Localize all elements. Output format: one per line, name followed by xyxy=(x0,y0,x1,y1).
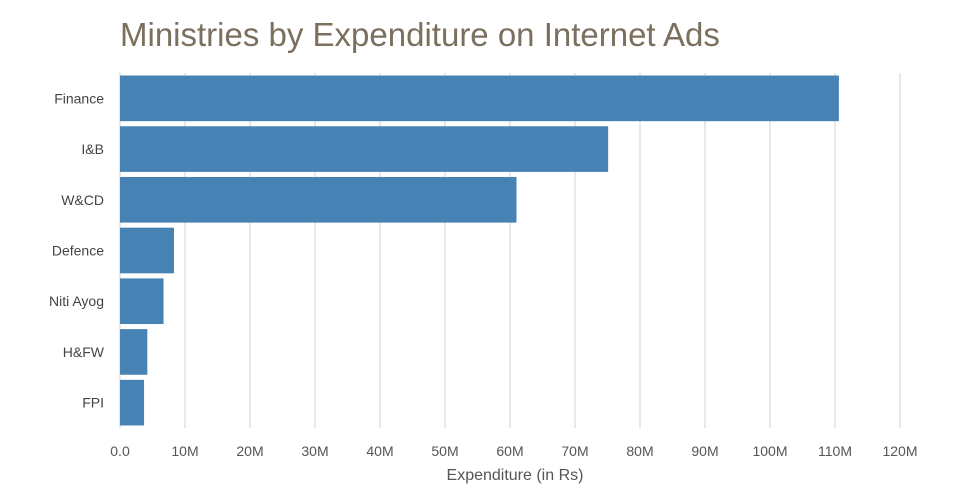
bar xyxy=(120,227,174,274)
x-tick-label: 90M xyxy=(691,443,718,459)
chart-title: Ministries by Expenditure on Internet Ad… xyxy=(120,16,720,53)
x-tick-label: 0.0 xyxy=(110,443,130,459)
x-tick-label: 80M xyxy=(626,443,653,459)
category-label: Finance xyxy=(54,90,104,106)
x-tick-label: 110M xyxy=(818,443,852,459)
x-tick-label: 60M xyxy=(496,443,523,459)
x-axis-title: Expenditure (in Rs) xyxy=(447,467,584,484)
category-labels: Finance I&B W&CD Defence Niti Ayog H&FW FPI xyxy=(49,90,105,410)
category-label: H&FW xyxy=(63,344,105,360)
x-tick-label: 120M xyxy=(882,443,917,459)
x-tick-label: 50M xyxy=(431,443,458,459)
bars xyxy=(120,75,839,426)
x-tick-label: 70M xyxy=(561,443,588,459)
category-label: FPI xyxy=(82,395,104,411)
bar xyxy=(120,278,164,325)
bar xyxy=(120,176,517,223)
x-tick-label: 30M xyxy=(301,443,328,459)
category-label: Defence xyxy=(52,243,104,259)
x-tick-labels: 0.0 10M 20M 30M 40M 50M 60M 70M 80M 90M 100M 110M 12… xyxy=(110,443,917,459)
bar xyxy=(120,126,609,172)
x-tick-label: 40M xyxy=(366,443,393,459)
bar xyxy=(120,379,145,426)
x-tick-label: 20M xyxy=(236,443,263,459)
bar xyxy=(120,329,148,375)
category-label: W&CD xyxy=(61,192,104,208)
bar xyxy=(120,75,839,122)
x-tick-label: 10M xyxy=(171,443,198,459)
category-label: Niti Ayog xyxy=(49,293,104,309)
x-tick-label: 100M xyxy=(752,443,787,459)
category-label: I&B xyxy=(81,141,104,157)
